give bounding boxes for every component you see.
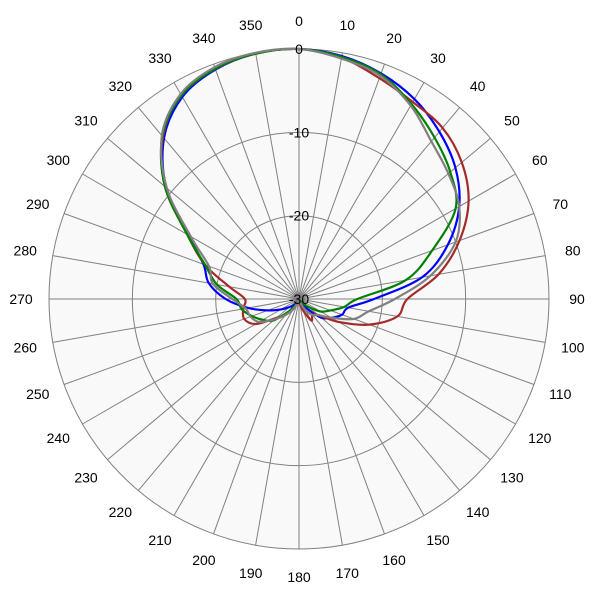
radial-tick-label: -20: [289, 208, 309, 224]
grid-spoke: [255, 298, 300, 546]
angle-tick-label: 340: [192, 30, 216, 46]
angle-tick-label: 30: [430, 50, 446, 66]
radial-tick-label: 0: [295, 41, 303, 57]
angle-tick-label: 170: [336, 565, 360, 581]
grid-spoke: [107, 298, 300, 461]
angle-tick-label: 0: [295, 13, 303, 29]
angle-tick-label: 290: [26, 196, 50, 212]
angle-tick-label: 350: [239, 17, 263, 33]
angle-tick-label: 70: [552, 196, 568, 212]
grid-spoke: [213, 63, 300, 300]
grid-spoke: [298, 213, 535, 300]
angle-tick-label: 20: [386, 30, 402, 46]
angle-tick-label: 240: [47, 430, 71, 446]
grid-spoke: [298, 298, 491, 461]
angle-tick-label: 320: [109, 78, 133, 94]
angle-tick-label: 90: [569, 291, 585, 307]
angle-tick-label: 130: [500, 470, 524, 486]
grid-spoke: [137, 298, 300, 491]
series-layer: [159, 47, 470, 326]
angle-tick-label: 210: [148, 532, 172, 548]
angle-tick-label: 160: [382, 552, 406, 568]
grid-spoke: [298, 298, 546, 343]
angle-tick-label: 120: [528, 430, 552, 446]
angle-tick-label: 330: [148, 50, 172, 66]
angle-tick-label: 300: [47, 152, 71, 168]
grid-spoke: [298, 173, 516, 300]
angle-tick-label: 140: [466, 504, 490, 520]
radial-tick-label: -10: [289, 124, 309, 140]
grid-spoke: [173, 298, 300, 516]
angle-tick-label: 100: [561, 339, 585, 355]
angle-tick-label: 250: [26, 386, 50, 402]
angle-tick-label: 220: [109, 504, 133, 520]
grid-spoke: [63, 213, 300, 300]
series-line-4: [159, 47, 461, 324]
grid-spoke: [173, 82, 300, 300]
angle-tick-label: 50: [504, 112, 520, 128]
angle-tick-label: 60: [532, 152, 548, 168]
angle-tick-label: 10: [339, 17, 355, 33]
grid-spoke: [213, 298, 300, 535]
grid-spoke: [298, 137, 491, 300]
angle-tick-label: 280: [14, 243, 38, 259]
grid-spoke: [298, 63, 385, 300]
grid-spoke: [298, 298, 516, 425]
grid-spoke: [255, 52, 300, 300]
angle-tick-label: 110: [549, 386, 572, 402]
grid-spoke: [137, 107, 300, 300]
radial-tick-labels: -30 -20 -10 0: [289, 41, 309, 307]
grid-spoke: [298, 298, 385, 535]
angle-tick-label: 180: [287, 569, 311, 585]
angle-tick-labels: 0 10 20 30 40 50 60 70 80 90 100 110 120 130 140 150 160…: [9, 13, 585, 585]
grid-spoke: [52, 298, 300, 343]
grid-spoke: [52, 255, 300, 300]
grid-spoke: [298, 298, 535, 385]
angle-tick-label: 80: [565, 243, 581, 259]
angle-tick-label: 150: [426, 532, 450, 548]
grid-spoke: [298, 298, 343, 546]
grid-spoke: [107, 137, 300, 300]
grid-spoke: [298, 82, 425, 300]
angle-tick-label: 190: [239, 565, 263, 581]
grid-spoke: [298, 298, 425, 516]
grid-spoke: [63, 298, 300, 385]
grid-lines: [49, 49, 549, 549]
grid-spoke: [298, 107, 461, 300]
angle-tick-label: 310: [74, 112, 98, 128]
grid-spoke: [298, 298, 461, 491]
angle-tick-label: 270: [9, 291, 33, 307]
angle-tick-label: 230: [74, 470, 98, 486]
angle-tick-label: 260: [14, 339, 38, 355]
grid-spoke: [298, 52, 343, 300]
angle-tick-label: 40: [470, 78, 486, 94]
radial-tick-label: -30: [289, 291, 309, 307]
angle-tick-label: 200: [192, 552, 216, 568]
